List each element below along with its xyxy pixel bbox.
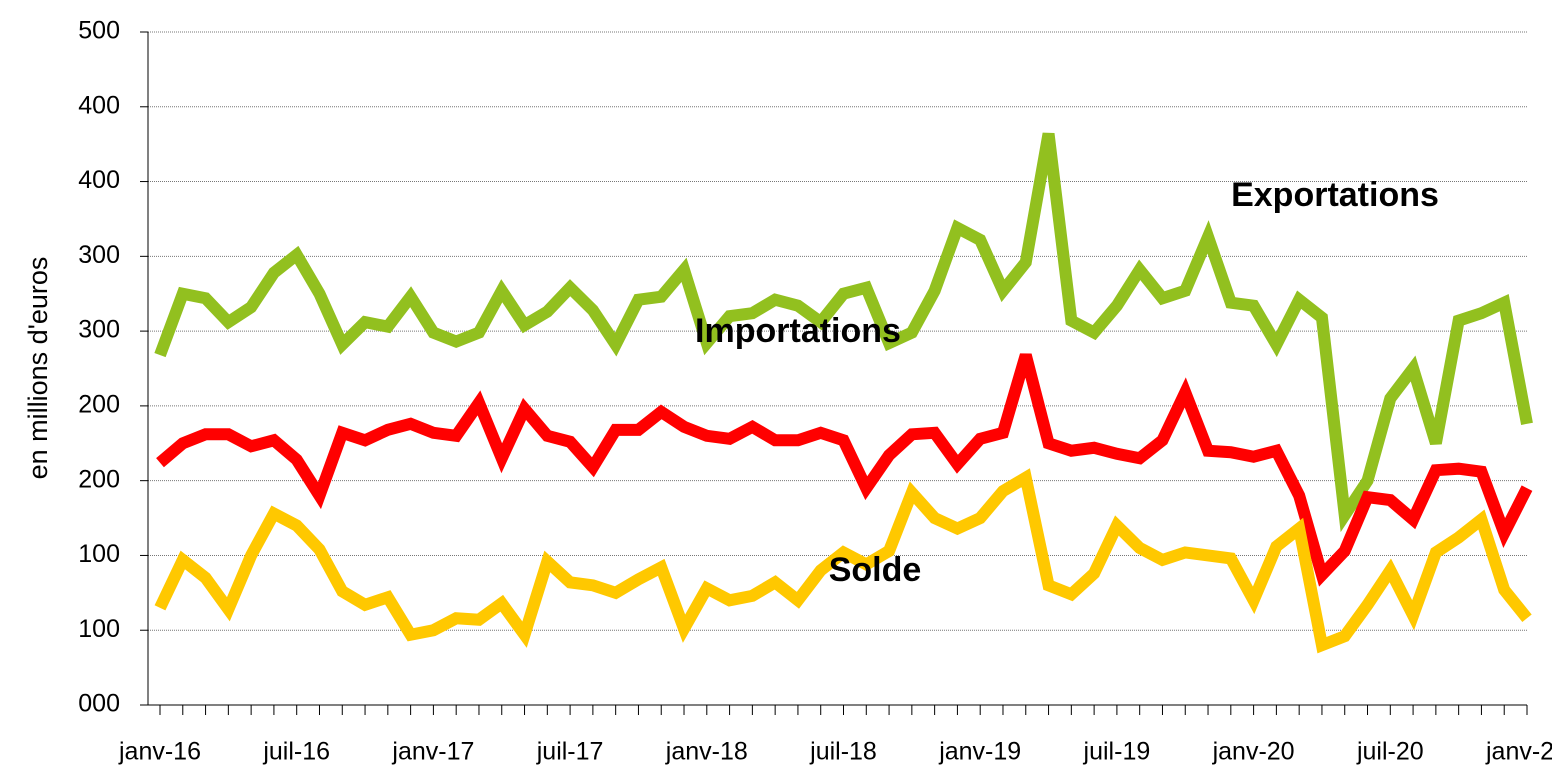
x-tick-label: janv-20 bbox=[1212, 738, 1295, 766]
y-tick-label: 400 bbox=[78, 91, 120, 119]
line-series bbox=[154, 468, 1532, 654]
x-tick-label: janv-19 bbox=[938, 738, 1021, 766]
y-tick-label: 200 bbox=[78, 465, 120, 493]
y-tick-label: 000 bbox=[78, 690, 120, 718]
x-tick-label: janv-18 bbox=[665, 738, 748, 766]
annotation: Exportations bbox=[1231, 176, 1439, 214]
x-tick-label: janv-16 bbox=[118, 738, 201, 766]
y-tick-label: 300 bbox=[78, 316, 120, 344]
x-tick-label: janv-17 bbox=[391, 738, 474, 766]
annotation: Importations bbox=[695, 312, 901, 350]
x-tick-label: janv-21 bbox=[1485, 738, 1552, 766]
y-tick-label: 400 bbox=[78, 166, 120, 194]
x-tick-label: juil-19 bbox=[1083, 738, 1151, 766]
x-tick-label: juil-17 bbox=[536, 738, 604, 766]
line-series bbox=[156, 353, 1533, 587]
x-tick-label: juil-18 bbox=[809, 738, 877, 766]
line-series bbox=[154, 132, 1533, 533]
y-tick-label: 200 bbox=[78, 390, 120, 418]
y-axis-label: en millions d'euros bbox=[23, 257, 53, 480]
y-tick-label: 100 bbox=[78, 615, 120, 643]
y-tick-label: 500 bbox=[78, 17, 120, 45]
y-tick-label: 300 bbox=[78, 241, 120, 269]
y-tick-label: 100 bbox=[78, 540, 120, 568]
x-tick-label: juil-20 bbox=[1356, 738, 1424, 766]
annotation: Solde bbox=[829, 551, 922, 589]
x-tick-label: juil-16 bbox=[262, 738, 330, 766]
